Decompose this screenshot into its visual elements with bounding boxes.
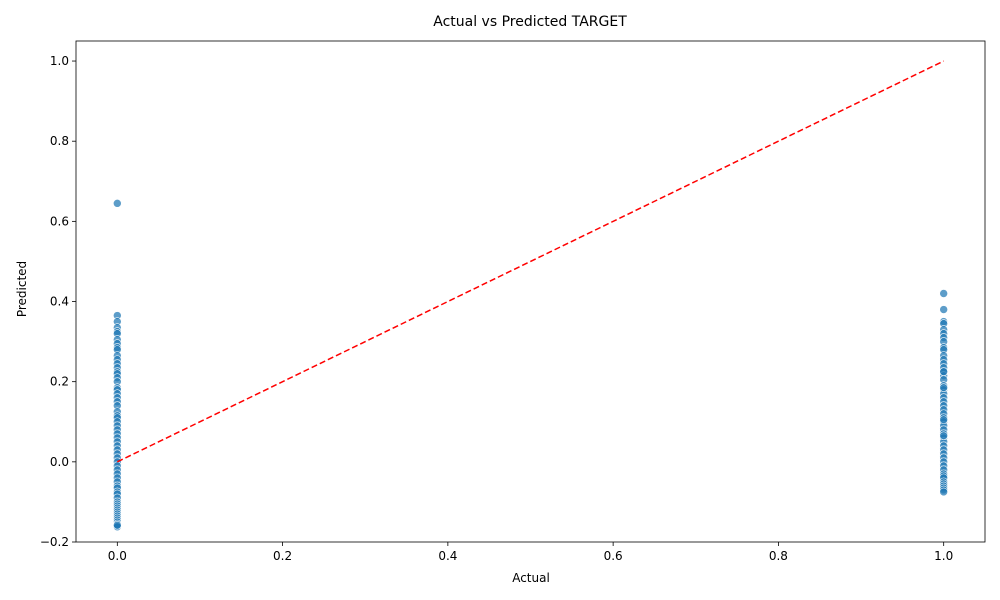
x-tick-label: 0.8: [769, 549, 788, 563]
data-point: [939, 487, 948, 497]
data-point: [939, 367, 948, 376]
y-tick-label: 0.4: [50, 295, 69, 309]
y-tick-label: −0.2: [40, 535, 69, 549]
x-tick-label: 1.0: [934, 549, 953, 563]
x-tick-label: 0.0: [108, 549, 127, 563]
x-axis-label: Actual: [512, 571, 550, 585]
data-point: [939, 289, 948, 298]
data-point: [939, 383, 948, 392]
chart-title: Actual vs Predicted TARGET: [433, 14, 627, 30]
data-series: [113, 199, 122, 532]
data-point: [939, 305, 948, 314]
y-tick-label: 0.2: [50, 375, 69, 389]
x-tick-label: 0.2: [273, 549, 292, 563]
y-tick-label: 0.8: [50, 134, 69, 148]
y-tick-label: 1.0: [50, 54, 69, 68]
data-point: [113, 199, 122, 208]
data-point: [939, 415, 948, 425]
reference-line: [116, 60, 945, 463]
data-series: [939, 289, 948, 497]
y-tick-label: 0.6: [50, 214, 69, 228]
data-point: [113, 520, 122, 530]
x-tick-label: 0.4: [438, 549, 457, 563]
x-axis: 0.0 0.2 0.4 0.6 0.8 1.0: [108, 542, 953, 563]
plot-frame: [75, 40, 986, 543]
data-point: [939, 431, 948, 441]
x-tick-label: 0.6: [604, 549, 623, 563]
y-axis-label: Predicted: [15, 261, 29, 317]
y-axis: −0.2 0.0 0.2 0.4 0.6 0.8 1.0: [40, 54, 76, 549]
plot-area: [113, 60, 948, 532]
y-tick-label: 0.0: [50, 455, 69, 469]
